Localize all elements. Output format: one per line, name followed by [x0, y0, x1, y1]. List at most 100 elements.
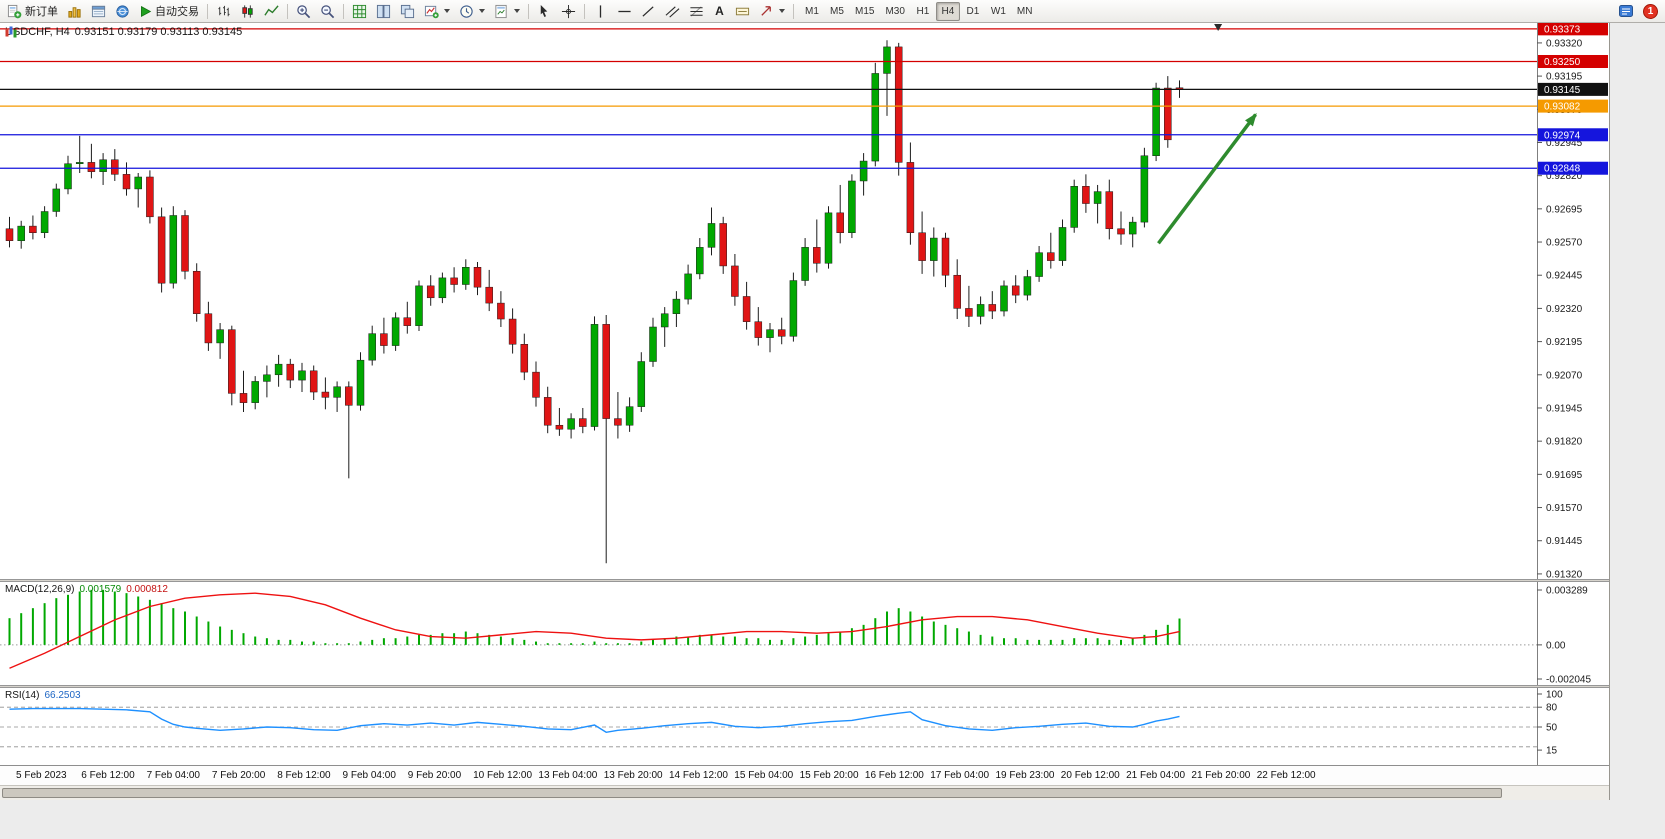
line-chart-mode-button[interactable] [260, 2, 283, 21]
rsi-axis-label: 100 [1546, 690, 1563, 701]
market-watch-button[interactable] [63, 2, 86, 21]
crosshair-icon [561, 4, 576, 18]
price-tag-box [1538, 23, 1608, 36]
candle-body [309, 370, 318, 393]
mailbox-icon [1619, 5, 1633, 17]
time-axis-label: 7 Feb 20:00 [211, 770, 266, 781]
crosshair-tool-button[interactable] [557, 2, 580, 21]
chart-window: 0.933200.931950.930700.929450.928200.926… [0, 23, 1610, 800]
channel-tool-button[interactable] [661, 2, 684, 21]
macd-indicator-chart: 0.003289 0.00 -0.002045 [0, 582, 1591, 685]
zoom-out-button[interactable] [316, 2, 339, 21]
time-axis-label: 13 Feb 04:00 [538, 770, 598, 781]
templates-button[interactable] [490, 2, 524, 21]
candle-body [497, 302, 505, 320]
candle-body [1164, 87, 1172, 141]
vertical-line-tool-button[interactable] [589, 2, 612, 21]
timeframe-button-H4[interactable]: H4 [935, 1, 960, 21]
main-chart-pane[interactable]: 0.933200.931950.930700.929450.928200.926… [0, 23, 1610, 579]
timeframe-button-M15[interactable]: M15 [855, 5, 875, 17]
tile-windows-button[interactable] [372, 2, 395, 21]
navigator-button[interactable] [111, 2, 134, 21]
time-axis-label: 21 Feb 20:00 [1191, 770, 1251, 781]
time-axis-label: 5 Feb 2023 [16, 770, 67, 781]
time-axis-label: 14 Feb 12:00 [669, 770, 728, 781]
candle-body [1070, 186, 1078, 228]
timeframe-button-M30[interactable]: M30 [885, 5, 905, 17]
candle-body [696, 247, 704, 275]
timeframe-button-M1[interactable]: M1 [805, 5, 819, 17]
candle-body [5, 228, 14, 241]
text-tool-button[interactable]: A [709, 2, 730, 21]
candle-body [321, 391, 330, 398]
timeframe-button-M5[interactable]: M5 [830, 5, 844, 17]
candle-body [965, 308, 973, 317]
auto-arrange-button[interactable] [348, 2, 371, 21]
candle-body [1117, 228, 1125, 235]
candle-body [274, 363, 283, 376]
time-axis-label: 7 Feb 04:00 [146, 770, 200, 781]
bar-chart-mode-button[interactable] [212, 2, 235, 21]
candle-body [415, 285, 423, 326]
new-order-button[interactable]: 新订单 [3, 2, 62, 21]
timeframe-button-D1[interactable]: D1 [966, 5, 980, 17]
rsi-label: RSI(14) 66.2503 [5, 690, 81, 701]
fibonacci-tool-button[interactable] [685, 2, 708, 21]
macd-axis-label: 0.003289 [1546, 586, 1588, 597]
notification-badge[interactable]: 1 [1643, 3, 1658, 19]
macd-pane[interactable]: 0.003289 0.00 -0.002045 MACD(12,26,9) 0.00… [0, 582, 1610, 685]
horizontal-scrollbar[interactable] [0, 785, 1609, 800]
candle-body [789, 280, 798, 337]
candle-body [1011, 285, 1020, 296]
candle-body [438, 277, 447, 299]
timeframe-button-W1[interactable]: W1 [990, 5, 1006, 17]
price-axis-label: 0.91570 [1546, 503, 1583, 514]
candle-body [462, 267, 470, 285]
candle-body [543, 397, 552, 426]
candle-body [930, 237, 938, 261]
candle-body [520, 344, 529, 373]
candle-body [883, 46, 891, 74]
data-window-button[interactable] [87, 2, 110, 21]
new-chart-button[interactable] [420, 2, 454, 21]
time-axis-label: 15 Feb 20:00 [799, 770, 859, 781]
periods-button[interactable] [455, 2, 489, 21]
candle-body [894, 46, 903, 163]
mailbox-button[interactable] [1614, 2, 1638, 21]
candlestick-chart: 0.933200.931950.930700.929450.928200.926… [0, 23, 1608, 579]
pane-splitter-2[interactable] [0, 685, 1609, 688]
trend-arrow[interactable] [1157, 113, 1257, 245]
candle-body [1105, 191, 1114, 230]
arrows-tool-button[interactable] [755, 2, 789, 21]
tile-windows-icon [376, 4, 391, 18]
fibonacci-retracement-icon [690, 5, 703, 17]
candle-body [707, 223, 716, 248]
candle-body [111, 159, 119, 175]
macd-axis-label: 0.00 [1546, 640, 1566, 651]
candle-body [684, 273, 692, 300]
trendline-tool-button[interactable] [637, 2, 660, 21]
candlestick-mode-button[interactable] [236, 2, 259, 21]
data-window-icon [91, 5, 106, 17]
candle-body [204, 313, 213, 344]
trendline-icon [642, 5, 654, 17]
candle-body [918, 232, 926, 261]
pane-splitter-1[interactable] [0, 579, 1609, 582]
candle-body [333, 386, 341, 398]
zoom-in-button[interactable] [292, 2, 315, 21]
timeframe-button-H1[interactable]: H1 [916, 5, 930, 17]
rsi-pane[interactable]: 100 80 50 15 RSI(14) 66.2503 [0, 688, 1610, 765]
cascade-windows-button[interactable] [396, 2, 419, 21]
candle-body [1082, 186, 1090, 204]
horizontal-line-tool-button[interactable] [613, 2, 636, 21]
price-tag-label: 0.93373 [1544, 24, 1581, 35]
timeframe-button-MN[interactable]: MN [1016, 5, 1033, 17]
candle-body [988, 304, 997, 312]
auto-trading-button[interactable]: 自动交易 [135, 2, 203, 21]
cursor-tool-button[interactable] [533, 2, 556, 21]
candle-body [660, 313, 669, 328]
scrollbar-thumb[interactable] [2, 788, 1502, 798]
horizontal-line-icon [618, 10, 631, 12]
label-tool-button[interactable] [731, 2, 754, 21]
candle-body [485, 286, 493, 304]
